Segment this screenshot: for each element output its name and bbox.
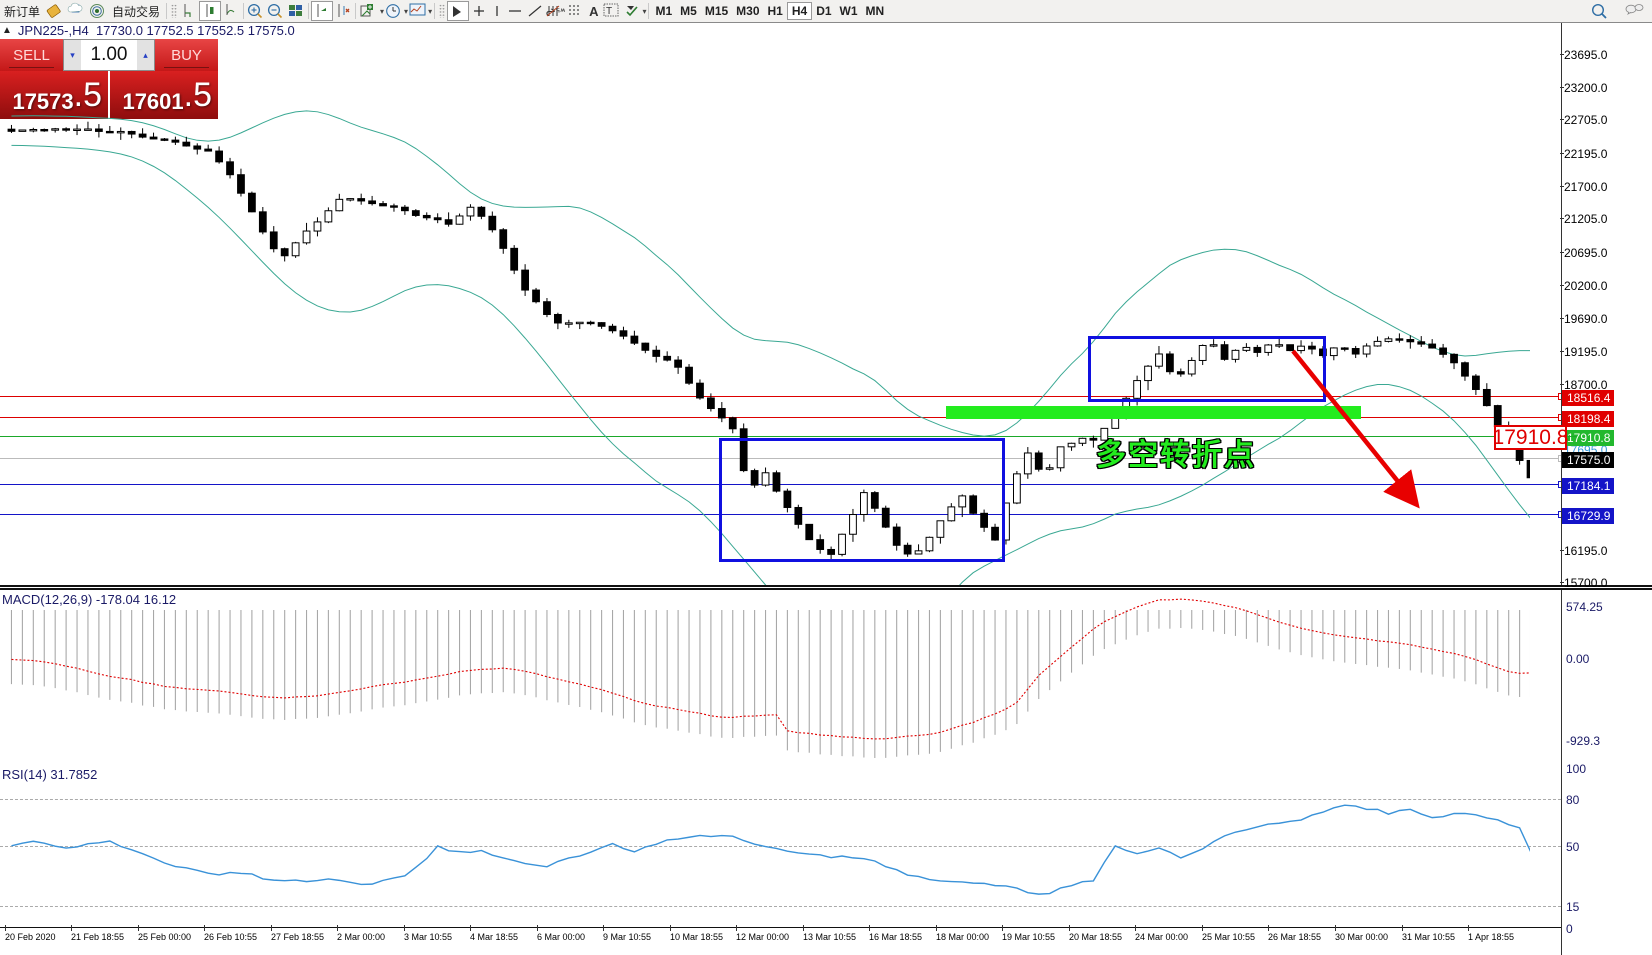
svg-text:T: T (606, 6, 612, 17)
